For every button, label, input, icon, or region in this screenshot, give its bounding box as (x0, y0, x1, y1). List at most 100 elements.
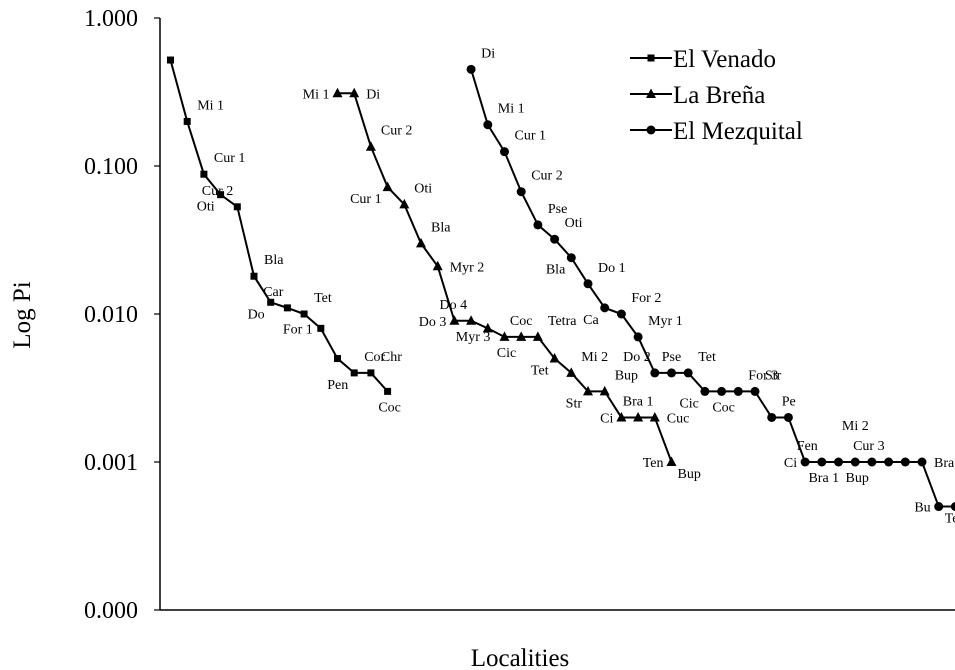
data-point-circle (884, 457, 894, 467)
data-point-square (300, 310, 308, 318)
data-point-square (267, 298, 275, 306)
data-point-triangle (332, 87, 343, 98)
point-label: Myr 3 (456, 330, 491, 345)
point-label: Bla (264, 253, 284, 268)
point-label: Mi 1 (303, 87, 330, 102)
point-label: Tetra (548, 314, 577, 329)
point-label: Oti (197, 200, 215, 215)
point-label: Bu (914, 501, 930, 516)
data-point-circle (783, 412, 793, 422)
point-label: Car (263, 285, 284, 300)
data-point-square (647, 54, 655, 62)
data-point-circle (850, 457, 860, 467)
data-point-triangle (382, 181, 393, 192)
legend-entry: La Breña (630, 82, 765, 109)
data-point-triangle (482, 322, 493, 333)
data-point-square (183, 117, 191, 125)
point-label: Cur 3 (853, 439, 885, 454)
point-label: Ci (600, 411, 613, 426)
data-point-circle (917, 457, 927, 467)
y-tick-label: 0.100 (84, 154, 138, 180)
data-point-circle (867, 457, 877, 467)
data-point-circle (516, 187, 526, 197)
legend-label: La Breña (673, 82, 765, 109)
data-point-square (283, 304, 291, 312)
point-label: Pe (782, 394, 796, 409)
data-point-triangle (616, 411, 627, 422)
data-point-square (217, 191, 225, 199)
point-label: Di (481, 46, 495, 61)
series-1 (167, 56, 392, 395)
point-label: Bla (431, 220, 451, 235)
data-point-circle (750, 386, 760, 396)
legend-label: El Venado (673, 46, 776, 73)
point-label: For 1 (283, 322, 313, 337)
point-label: Mi 2 (842, 419, 869, 434)
legend-entry: El Venado (630, 46, 776, 73)
data-point-triangle (365, 141, 376, 151)
data-point-square (317, 324, 325, 332)
point-label: For 2 (631, 291, 661, 306)
point-label: Bup (846, 471, 869, 486)
data-point-triangle (583, 385, 593, 396)
point-label: Myr 1 (648, 314, 683, 329)
point-label: Chr (381, 350, 402, 365)
data-point-circle (616, 309, 626, 319)
data-point-triangle (449, 315, 460, 325)
point-label: Mi 1 (498, 102, 525, 117)
point-label: Di (366, 87, 380, 102)
point-label: Str (566, 396, 583, 411)
point-label: Do 3 (419, 315, 447, 330)
point-label: Bla (546, 263, 566, 278)
legend-label: El Mezquital (673, 118, 803, 145)
point-label: Myr 2 (450, 260, 485, 275)
y-axis-title: Log Pi (9, 281, 36, 348)
data-point-triangle (666, 456, 677, 466)
series-3 (466, 64, 955, 512)
series-2 (332, 87, 677, 466)
point-label: Oti (565, 216, 583, 231)
data-point-square (384, 387, 392, 395)
point-label: Do (248, 307, 265, 322)
data-point-triangle (399, 198, 410, 209)
data-point-triangle (566, 367, 577, 377)
data-point-triangle (349, 87, 360, 98)
data-point-circle (533, 220, 543, 230)
data-point-circle (600, 303, 610, 313)
data-point-circle (733, 386, 743, 396)
point-label: Pen (327, 378, 348, 393)
data-point-triangle (532, 331, 543, 341)
data-point-triangle (599, 385, 610, 396)
data-point-triangle (466, 315, 477, 325)
point-label: Fen (797, 439, 818, 454)
legend-entry: El Mezquital (630, 118, 803, 145)
data-point-circle (483, 120, 493, 130)
data-point-square (367, 369, 375, 377)
legend: El Venado La Breña El Mezquital (630, 46, 803, 145)
point-label: Cur 2 (202, 184, 234, 199)
point-label: Ca (583, 313, 599, 328)
point-label: Bra 1 (623, 394, 654, 409)
data-point-triangle (516, 331, 527, 341)
series-layer (167, 56, 955, 512)
point-label: Mi 2 (581, 350, 608, 365)
point-label: Coc (510, 314, 533, 329)
data-point-square (350, 369, 358, 377)
data-point-triangle (646, 88, 656, 98)
point-label: Bup (615, 368, 638, 383)
data-point-circle (800, 457, 810, 467)
point-label: For 3 (748, 368, 778, 383)
point-label: Mi 1 (197, 98, 224, 113)
data-point-triangle (499, 331, 510, 341)
data-point-circle (900, 457, 910, 467)
point-label: Tet (531, 364, 549, 379)
data-point-triangle (416, 237, 426, 248)
data-point-circle (683, 368, 693, 378)
x-axis-title: Localities (471, 645, 570, 670)
point-label: Cor (364, 350, 385, 365)
point-label: Cur 1 (350, 192, 382, 207)
point-label: Do 1 (598, 261, 626, 276)
point-label: Cuc (667, 411, 690, 426)
point-label: Do 4 (439, 298, 467, 313)
